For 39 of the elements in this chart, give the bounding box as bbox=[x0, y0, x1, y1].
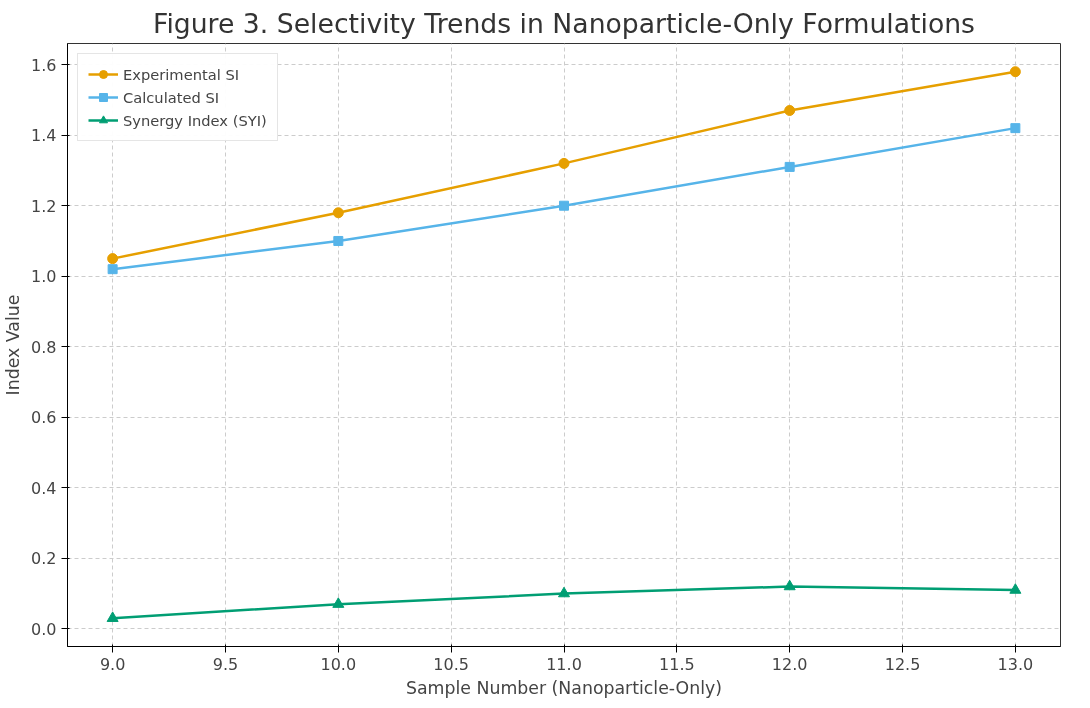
legend-label: Synergy Index (SYI) bbox=[123, 111, 267, 129]
point bbox=[784, 105, 796, 116]
y-tick-label: 1.2 bbox=[31, 196, 57, 216]
x-tick-label: 13.0 bbox=[997, 654, 1034, 674]
point bbox=[107, 264, 118, 275]
y-tick-label: 1.0 bbox=[31, 267, 57, 287]
x-tick-label: 9.0 bbox=[99, 654, 126, 674]
y-tick-label: 0.4 bbox=[31, 478, 57, 498]
y-tick-label: 0.8 bbox=[31, 337, 57, 357]
point bbox=[106, 611, 119, 622]
y-axis-title: Index Value bbox=[3, 294, 24, 396]
x-tick-label: 12.5 bbox=[884, 654, 921, 674]
point bbox=[107, 253, 119, 265]
point bbox=[558, 586, 570, 598]
point bbox=[784, 161, 795, 172]
y-tick-label: 1.6 bbox=[31, 55, 57, 75]
point bbox=[783, 579, 796, 591]
x-tick-label: 12.0 bbox=[771, 654, 808, 674]
x-tick-label: 10.5 bbox=[433, 654, 469, 674]
point bbox=[558, 157, 570, 169]
point bbox=[1010, 123, 1021, 134]
point bbox=[559, 200, 569, 211]
point bbox=[1009, 66, 1021, 78]
point bbox=[1009, 583, 1022, 594]
y-tick-label: 0.0 bbox=[31, 619, 57, 639]
x-tick-label: 9.5 bbox=[212, 654, 239, 674]
legend-label: Calculated SI bbox=[123, 88, 220, 106]
chart-title: Figure 3. Selectivity Trends in Nanoparticle-Only Formulations bbox=[153, 7, 976, 39]
y-tick-label: 1.4 bbox=[31, 126, 57, 146]
point bbox=[332, 597, 345, 608]
point bbox=[332, 207, 344, 219]
point bbox=[333, 235, 344, 246]
y-tick-label: 0.6 bbox=[31, 408, 57, 428]
x-tick-label: 11.0 bbox=[546, 654, 582, 674]
legend-label: Experimental SI bbox=[123, 65, 240, 83]
x-tick-label: 10.0 bbox=[320, 654, 357, 674]
x-axis-title: Sample Number (Nanoparticle-Only) bbox=[405, 677, 723, 698]
y-tick-label: 0.2 bbox=[31, 549, 57, 569]
x-tick-label: 11.5 bbox=[659, 654, 695, 674]
